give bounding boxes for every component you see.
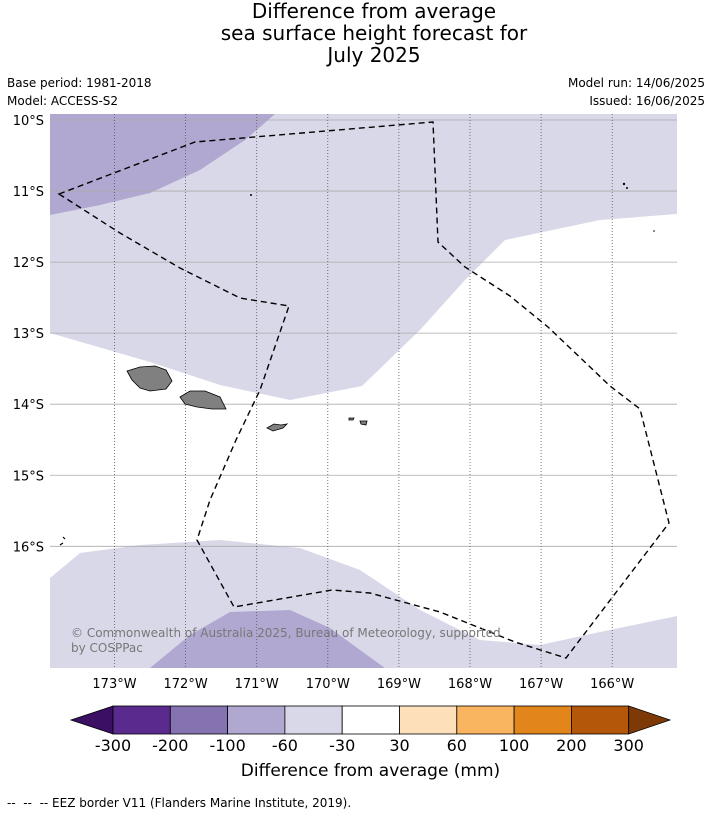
lon-label: 166°W	[590, 677, 634, 692]
savaii-island	[126, 365, 173, 392]
colorbar-tick: 200	[556, 736, 587, 755]
colorbar-segment	[399, 705, 458, 735]
model-name: Model: ACCESS-S2	[7, 94, 119, 108]
copyright-notice: © Commonwealth of Australia 2025, Bureau…	[71, 626, 501, 655]
latitude-axis: 10°S 11°S 12°S 13°S 14°S 15°S 16°S	[13, 114, 44, 555]
title-line-3: July 2025	[327, 43, 421, 67]
lat-label: 16°S	[13, 540, 44, 555]
colorbar-tick: -100	[209, 736, 246, 755]
lat-label: 10°S	[13, 114, 44, 129]
colorbar-tick: 30	[389, 736, 410, 755]
issued-date: Issued: 16/06/2025	[589, 94, 705, 108]
colorbar-tick: -30	[329, 736, 356, 755]
title-line-2: sea surface height forecast for	[220, 21, 528, 45]
manua-island-1	[348, 417, 355, 421]
colorbar	[69, 705, 672, 735]
colorbar-segment	[341, 705, 400, 735]
lon-label: 172°W	[164, 677, 208, 692]
small-island-2	[622, 182, 626, 186]
lat-label: 12°S	[13, 256, 44, 271]
manua-island-2	[359, 420, 368, 426]
colorbar-tick: 100	[498, 736, 530, 755]
colorbar-tick: -200	[152, 736, 189, 755]
small-island-4	[653, 230, 655, 232]
anomaly-region-medium-north	[50, 114, 275, 215]
lat-label: 15°S	[13, 469, 44, 484]
colorbar-segment	[227, 705, 286, 735]
tutuila-island	[266, 423, 289, 432]
anomaly-region-medium-south	[150, 610, 385, 668]
colorbar-extend-high	[628, 705, 672, 735]
lat-label: 11°S	[13, 185, 44, 200]
lat-label: 14°S	[13, 398, 44, 413]
title-line-1: Difference from average	[251, 0, 497, 23]
colorbar-extend-low	[69, 705, 114, 735]
lon-label: 167°W	[519, 677, 563, 692]
lon-label: 169°W	[377, 677, 421, 692]
small-island-5	[59, 536, 66, 546]
graticule	[50, 114, 677, 668]
colorbar-segment	[169, 705, 229, 735]
colorbar-title: Difference from average (mm)	[240, 761, 501, 781]
map-title: Difference from average sea surface heig…	[0, 0, 713, 66]
longitude-axis: 173°W 172°W 171°W 170°W 169°W 168°W 167°W 166°W	[92, 677, 634, 692]
lon-label: 171°W	[235, 677, 279, 692]
map-area	[50, 114, 677, 668]
small-island-3	[626, 187, 628, 189]
colorbar-tick: -300	[94, 736, 132, 755]
meta-left: Base period: 1981-2018 Model: ACCESS-S2	[7, 74, 152, 110]
base-period: Base period: 1981-2018	[7, 76, 152, 90]
meta-right: Model run: 14/06/2025 Issued: 16/06/2025	[568, 74, 705, 110]
colorbar-segment	[112, 705, 171, 735]
colorbar-segment	[284, 705, 343, 735]
colorbar-tick: -60	[271, 736, 298, 755]
upolu-island	[179, 390, 227, 410]
colorbar-segment	[571, 705, 630, 735]
lon-label: 168°W	[448, 677, 492, 692]
colorbar-tick: 60	[446, 736, 467, 755]
anomaly-region-light-north	[50, 114, 677, 400]
lon-label: 170°W	[306, 677, 350, 692]
eez-footnote: -- -- -- EEZ border V11 (Flanders Marine…	[7, 796, 352, 810]
small-island-1	[250, 194, 252, 196]
lat-label: 13°S	[13, 327, 44, 342]
eez-border	[57, 121, 670, 659]
model-run: Model run: 14/06/2025	[567, 76, 705, 90]
colorbar-tick: 300	[613, 736, 644, 755]
colorbar-segment	[456, 705, 515, 735]
colorbar-segment	[513, 705, 572, 735]
lon-label: 173°W	[92, 677, 136, 692]
